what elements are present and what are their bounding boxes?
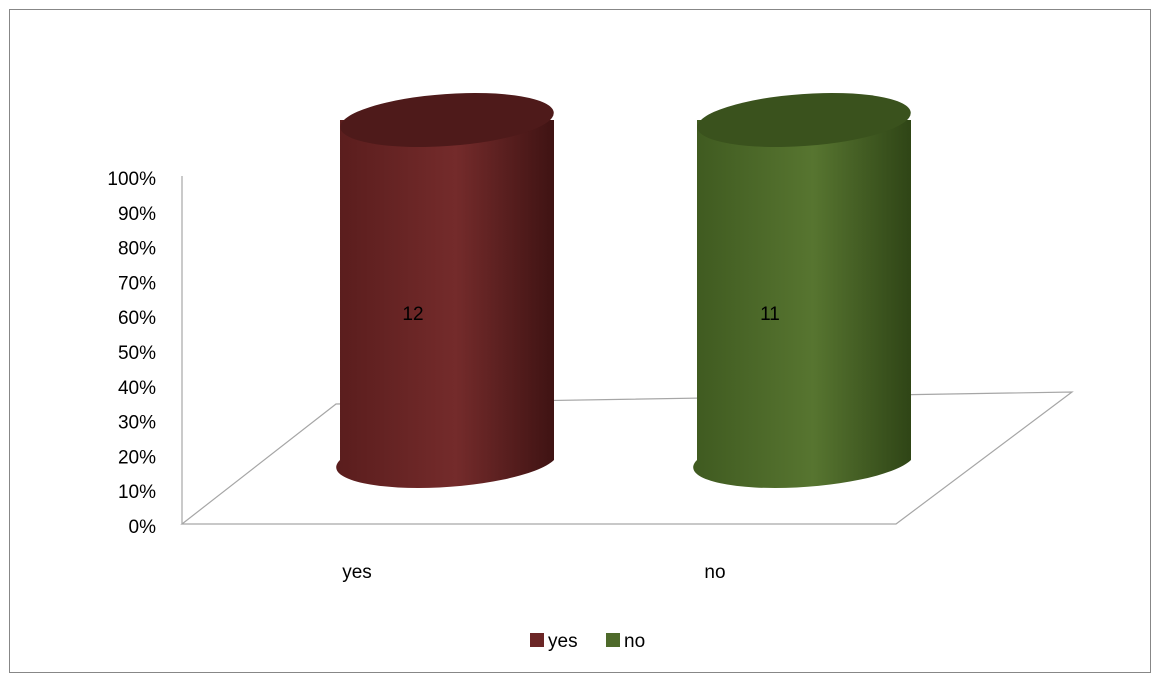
chart-frame xyxy=(9,9,1151,673)
cylinder-body xyxy=(336,120,554,489)
legend-label: yes xyxy=(548,631,578,652)
bar-yes: 12 xyxy=(336,93,554,489)
legend: yes no xyxy=(530,631,645,652)
y-axis-ticks: 0% 10% 20% 30% 40% 50% 60% 70% 80% 90% 100% xyxy=(107,169,156,538)
cylinder-body xyxy=(693,120,911,489)
y-tick-label: 20% xyxy=(118,447,156,468)
y-tick-label: 40% xyxy=(118,378,156,399)
y-tick-label: 0% xyxy=(129,517,157,538)
x-category-label: no xyxy=(704,562,725,583)
chart-axes xyxy=(180,176,1074,525)
cylinder-top xyxy=(697,93,911,147)
y-tick-label: 10% xyxy=(118,482,156,503)
cylinder-top xyxy=(340,93,554,147)
legend-label: no xyxy=(624,631,645,652)
legend-item-no: no xyxy=(606,631,645,652)
y-tick-label: 50% xyxy=(118,343,156,364)
legend-swatch xyxy=(606,633,620,647)
y-tick-label: 30% xyxy=(118,413,156,434)
x-axis-labels: yes no xyxy=(342,562,725,583)
bar-no: 11 xyxy=(693,93,911,489)
chart-bars: 12 11 xyxy=(336,93,911,489)
data-label: 11 xyxy=(760,304,780,325)
floor-plane xyxy=(180,391,1074,525)
y-tick-label: 60% xyxy=(118,308,156,329)
y-tick-label: 80% xyxy=(118,239,156,260)
x-category-label: yes xyxy=(342,562,372,583)
y-tick-label: 100% xyxy=(107,169,156,190)
y-tick-label: 70% xyxy=(118,273,156,294)
data-label: 12 xyxy=(402,304,423,325)
y-tick-label: 90% xyxy=(118,204,156,225)
legend-swatch xyxy=(530,633,544,647)
legend-item-yes: yes xyxy=(530,631,578,652)
